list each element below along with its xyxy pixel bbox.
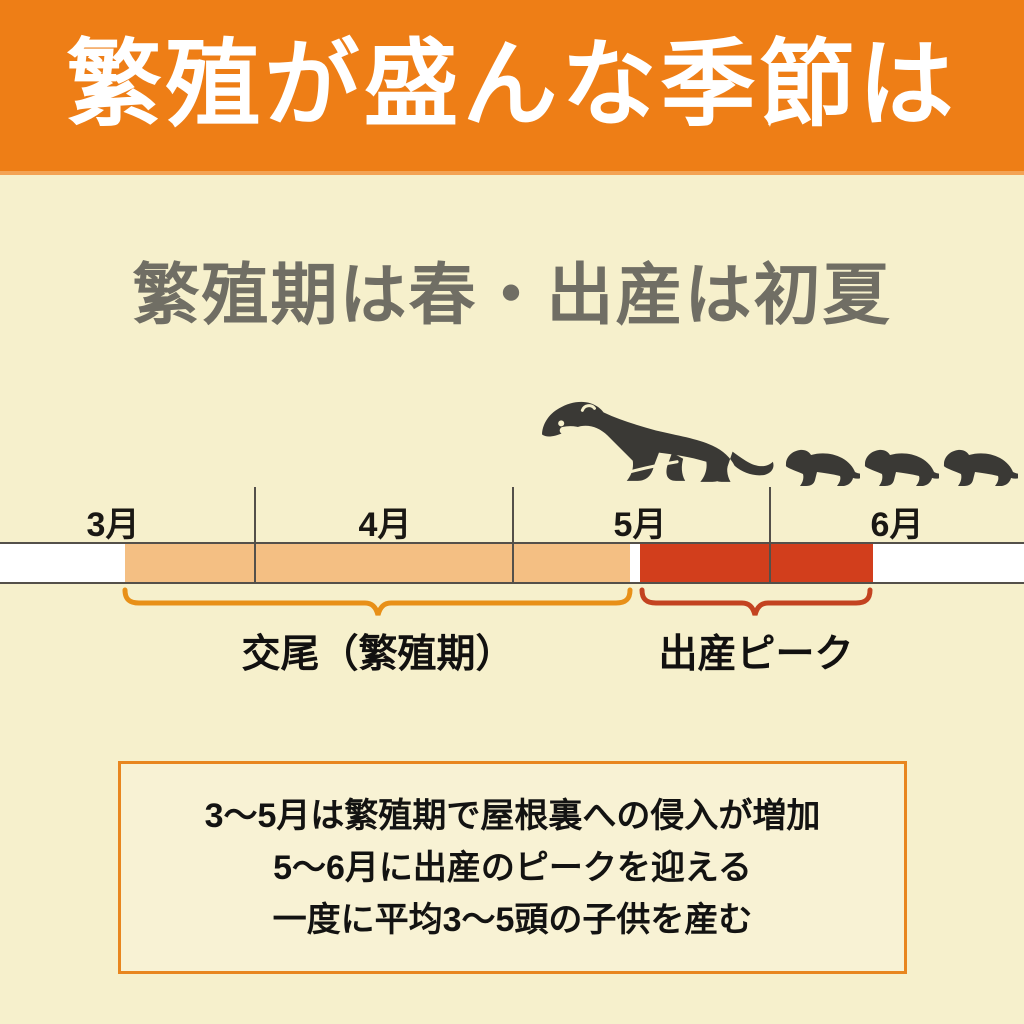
month-label-march: 3月 bbox=[86, 506, 140, 544]
page-title: 繁殖が盛んな季節は bbox=[66, 32, 958, 138]
month-tick bbox=[769, 487, 771, 583]
info-line-3: 一度に平均3〜5頭の子供を産む bbox=[272, 900, 753, 939]
mating-period-label: 交尾（繁殖期） bbox=[241, 633, 515, 676]
mating-period-bar bbox=[125, 544, 630, 582]
baby-weasel-icon bbox=[943, 449, 1018, 486]
period-brackets bbox=[122, 587, 873, 616]
month-label-april: 4月 bbox=[358, 506, 412, 544]
baby-weasel-icon bbox=[864, 449, 939, 486]
birth-bracket bbox=[639, 587, 873, 616]
baby-weasel-icon bbox=[785, 449, 860, 486]
subtitle: 繁殖期は春・出産は初夏 bbox=[132, 257, 892, 333]
month-tick bbox=[512, 487, 514, 583]
info-box: 3〜5月は繁殖期で屋根裏への侵入が増加 5〜6月に出産のピークを迎える 一度に平… bbox=[118, 761, 907, 974]
month-label-june: 6月 bbox=[870, 506, 924, 544]
mating-bracket bbox=[122, 587, 633, 616]
month-label-may: 5月 bbox=[613, 506, 667, 544]
adult-weasel-icon bbox=[542, 401, 774, 482]
month-tick bbox=[254, 487, 256, 583]
birth-peak-bar bbox=[640, 544, 873, 582]
weasel-illustration bbox=[0, 380, 1024, 498]
title-banner: 繁殖が盛んな季節は bbox=[0, 0, 1024, 175]
birth-peak-label: 出産ピーク bbox=[658, 633, 854, 676]
info-line-2: 5〜6月に出産のピークを迎える bbox=[273, 848, 752, 887]
info-line-1: 3〜5月は繁殖期で屋根裏への侵入が増加 bbox=[204, 796, 821, 835]
seasonal-timeline: 3月 4月 5月 6月 交尾（繁殖期） 出産ピーク bbox=[0, 455, 1024, 680]
